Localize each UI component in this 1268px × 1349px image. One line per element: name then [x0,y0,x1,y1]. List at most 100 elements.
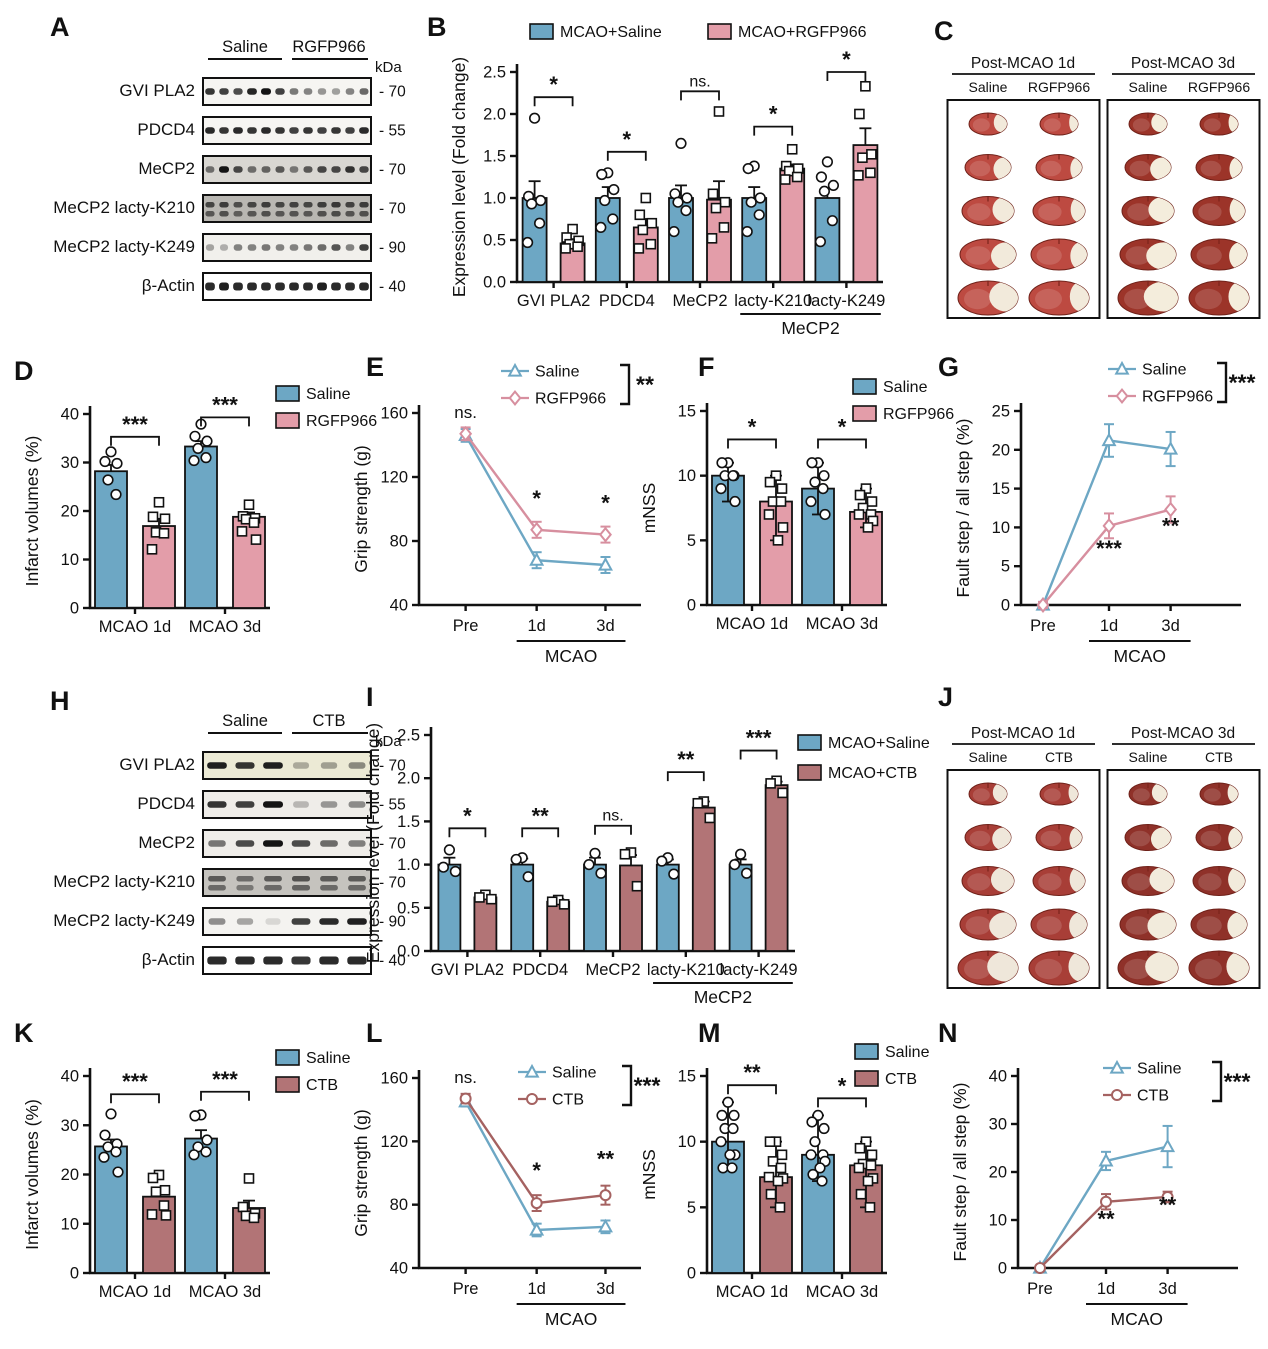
chart-D: 0 10 20 30 40 Infarct volumes (%) MCAO 1d MCAO … [22,385,377,636]
significance-label: * [838,414,847,439]
data-point [680,205,692,217]
brain-shading [1203,118,1221,132]
blot-band [320,840,338,847]
data-point [201,435,213,447]
panel-letter-d: D [14,356,34,386]
data-point [855,1188,867,1200]
significance-label: * [549,72,558,97]
x-group-label: MCAO [545,646,598,666]
x-tick-label: Pre [453,617,479,635]
blot-band [317,202,327,208]
brain-shading [1124,958,1151,980]
brain-shading [1195,958,1222,980]
blot-band [331,211,341,217]
data-point [189,1110,201,1122]
y-tick-label: 2.5 [397,727,420,745]
blot-band [236,918,254,925]
data-point [818,470,830,482]
brain-shading [1132,118,1150,132]
bar-MCAO+RGFP966 [852,144,879,283]
column-label: CTB [1205,749,1233,765]
data-point [192,442,204,455]
y-tick-label: 0 [687,597,696,615]
y-tick-label: 15 [678,403,696,421]
panel-d-infarct-chart: 0 10 20 30 40 Infarct volumes (%) MCAO 1d MCAO … [12,356,377,681]
data-point [634,209,646,221]
significance-label: ** [1097,1207,1115,1232]
data-point [150,1186,162,1198]
legend-label: Saline [1142,362,1187,379]
data-point [724,1149,736,1161]
blot-band [303,211,313,217]
data-point [805,495,817,508]
data-point [764,476,776,488]
x-tick-label: 3d [1158,1280,1176,1298]
x-category-label: PDCD4 [512,961,568,979]
blot-row-label: PDCD4 [137,794,195,813]
data-point [189,430,201,442]
data-point [817,483,829,495]
y-tick-label: 0 [70,600,79,618]
blot-band [303,244,313,251]
blot-row-label: MeCP2 lacty-K249 [53,911,195,930]
blot-row-label: MeCP2 [138,833,195,852]
series-marker [1109,1059,1125,1074]
panel-a-western-blot: Saline RGFP966 kDa GVI PLA2 - 70 PDCD4 - 55 MeC… [45,14,437,316]
y-tick-label: 30 [989,1116,1007,1134]
data-point [770,470,782,481]
y-axis-label: Fault step / all step (%) [950,1083,970,1262]
data-point [860,483,872,494]
series-marker [1100,1195,1112,1208]
data-point [765,778,776,789]
chart-B: 0.0 0.5 1.0 1.5 2.0 2.5 Expression level (Fold… [449,23,885,338]
data-point [102,474,114,486]
y-tick-label: 0 [1001,597,1010,615]
series-marker [1161,1190,1174,1203]
series-marker [524,1063,540,1078]
blot-box [202,77,372,106]
blot-row-label: MeCP2 lacty-K210 [53,198,195,217]
data-point [443,844,455,856]
x-tick-label: 1d [527,1280,545,1298]
blot-band [236,885,254,891]
y-tick-label: 0.5 [397,899,420,917]
significance-label: * [838,1073,847,1098]
data-point [111,457,123,470]
data-point [745,196,757,208]
blot-band [261,244,271,251]
blot-band [317,211,327,217]
data-point [710,202,722,214]
data-point [248,517,260,528]
brain-shading [1040,830,1062,847]
x-category-label: PDCD4 [599,292,655,310]
data-point [860,1136,872,1147]
data-point [741,226,753,238]
x-category-label: MCAO 3d [806,615,878,633]
data-point [814,236,827,248]
blot-band [348,885,366,891]
data-point [860,80,871,92]
kda-label: - 40 [379,279,406,296]
brain-shading [1125,916,1151,935]
blot-band [263,956,283,965]
blot-band [303,88,313,95]
blot-band [289,127,299,134]
series-line-RGFP966 [464,433,606,536]
data-point [692,797,704,809]
data-point [595,867,607,879]
blot-band [348,876,366,882]
data-point [826,215,839,227]
data-point [864,1202,876,1213]
x-tick-label: 1d [527,617,545,635]
western-blot: Saline CTB kDa GVI PLA2 - 70 PDCD4 - 55 MeCP2 - … [53,712,406,975]
y-tick-label: 120 [380,469,408,487]
panel-letter-c: C [934,16,954,46]
brain-shading [1129,160,1151,177]
data-point [200,452,212,464]
blot-band [345,282,355,291]
x-group-label: MCAO [1111,1309,1164,1329]
brain-shading [1196,246,1222,265]
blot-band [219,166,229,173]
series-marker [597,1218,613,1233]
significance-label: * [842,47,851,72]
